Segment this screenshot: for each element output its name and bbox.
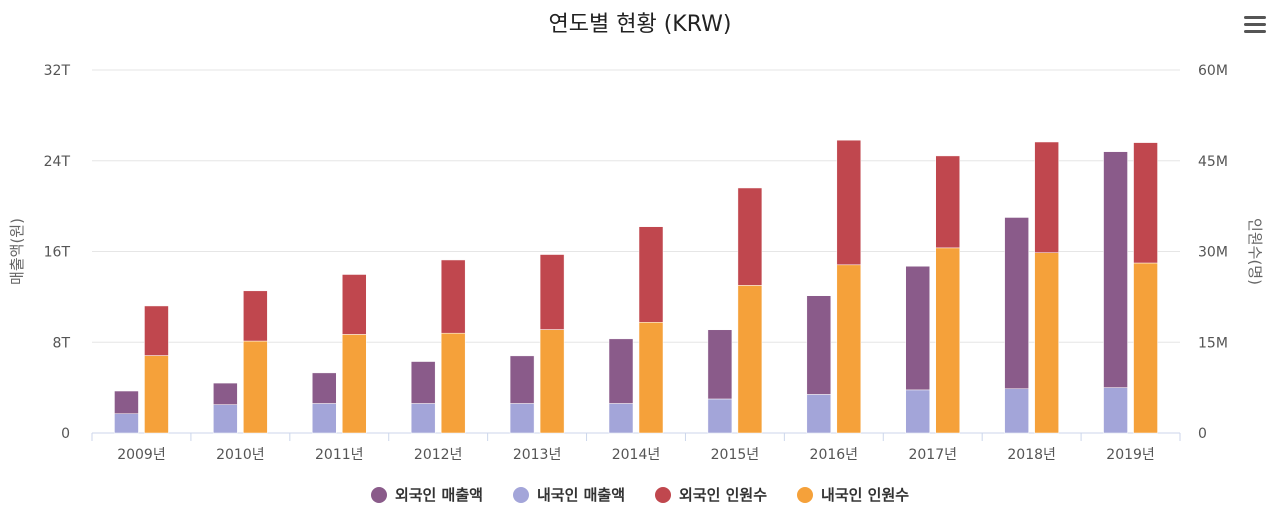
chart-legend: 외국인 매출액 내국인 매출액 외국인 인원수 내국인 인원수 <box>0 484 1280 505</box>
bar-foreign-visitors <box>836 139 862 266</box>
x-tick-label: 2010년 <box>216 447 265 463</box>
legend-label: 내국인 인원수 <box>821 486 910 504</box>
bar-foreign-sales <box>707 329 733 400</box>
bar-domestic-sales <box>707 398 733 434</box>
legend-item[interactable]: 내국인 인원수 <box>797 484 909 505</box>
x-tick-label: 2009년 <box>117 447 166 463</box>
bar-domestic-visitors <box>539 329 565 434</box>
menu-icon-bar <box>1244 30 1266 33</box>
y-right-tick-label: 60M <box>1198 63 1228 79</box>
bar-foreign-visitors <box>1034 141 1059 253</box>
chart-title: 연도별 현황 (KRW) <box>548 12 732 37</box>
y-right-tick-label: 45M <box>1198 154 1228 170</box>
bar-domestic-sales <box>1004 388 1029 434</box>
bar-domestic-visitors <box>1034 252 1059 434</box>
bar-foreign-visitors <box>440 259 466 334</box>
x-tick-label: 2017년 <box>908 447 957 463</box>
bar-domestic-sales <box>905 389 930 434</box>
bar-domestic-visitors <box>144 355 169 434</box>
bar-domestic-sales <box>509 403 535 434</box>
bar-foreign-sales <box>1004 217 1029 390</box>
x-tick-label: 2019년 <box>1106 447 1155 463</box>
y-left-tick-label: 0 <box>61 426 70 442</box>
legend-marker-icon <box>655 486 671 503</box>
bar-domestic-visitors <box>638 322 664 434</box>
legend-marker-icon <box>512 486 529 503</box>
bar-foreign-visitors <box>638 226 664 323</box>
y-left-axis-title: 매출액(원) <box>8 218 26 285</box>
menu-icon-bar <box>1244 16 1266 19</box>
bar-domestic-visitors <box>1133 262 1158 434</box>
bar-chart: 0 0 8T 15M 16T 30M 24T 45M 32T 60M 매출액(원) 인원수(명) 200… <box>8 63 1264 463</box>
bar-foreign-sales <box>1103 151 1128 388</box>
legend-marker-icon <box>370 486 387 503</box>
legend-marker-icon <box>797 486 814 503</box>
bar-foreign-sales <box>509 355 535 404</box>
bar-foreign-sales <box>806 295 832 395</box>
legend-item[interactable]: 외국인 인원수 <box>655 484 767 505</box>
x-tick-label: 2016년 <box>810 447 859 463</box>
y-right-tick-label: 0 <box>1198 426 1207 442</box>
chart-menu-button[interactable] <box>1244 16 1266 36</box>
bar-foreign-visitors <box>539 254 565 330</box>
bar-domestic-sales <box>1103 387 1128 434</box>
legend-label: 내국인 매출액 <box>536 486 625 504</box>
bar-foreign-sales <box>312 372 337 404</box>
y-left-tick-label: 8T <box>53 335 71 351</box>
legend-label: 외국인 매출액 <box>394 486 483 504</box>
bar-domestic-sales <box>114 413 139 434</box>
bar-domestic-visitors <box>243 340 268 434</box>
x-tick-label: 2012년 <box>414 447 463 463</box>
bar-domestic-sales <box>213 404 238 434</box>
legend-item[interactable]: 외국인 매출액 <box>370 484 483 505</box>
x-tick-label: 2015년 <box>711 447 760 463</box>
bar-foreign-sales <box>410 361 436 404</box>
y-right-tick-label: 30M <box>1198 245 1228 261</box>
bar-foreign-visitors <box>243 290 268 342</box>
bar-domestic-visitors <box>342 334 367 434</box>
bar-foreign-visitors <box>144 305 169 356</box>
bar-foreign-visitors <box>342 274 367 335</box>
legend-label: 외국인 인원수 <box>679 486 768 504</box>
bar-domestic-sales <box>806 394 832 434</box>
bar-domestic-visitors <box>836 264 862 434</box>
bar-domestic-sales <box>410 403 436 434</box>
y-right-axis-title: 인원수(명) <box>1246 218 1264 285</box>
bar-foreign-visitors <box>1133 142 1158 264</box>
menu-icon-bar <box>1244 23 1266 26</box>
bar-foreign-sales <box>608 338 634 404</box>
y-left-tick-label: 16T <box>44 245 71 261</box>
y-right-tick-label: 15M <box>1198 335 1228 351</box>
bar-foreign-sales <box>114 390 139 414</box>
bar-domestic-visitors <box>737 285 763 434</box>
y-left-tick-label: 24T <box>44 154 71 170</box>
y-left-tick-label: 32T <box>44 63 71 79</box>
x-tick-label: 2014년 <box>612 447 661 463</box>
bar-domestic-sales <box>608 403 634 434</box>
bar-domestic-sales <box>312 403 337 434</box>
x-tick-label: 2018년 <box>1007 447 1056 463</box>
x-tick-label: 2011년 <box>315 447 364 463</box>
bar-foreign-visitors <box>935 155 960 249</box>
bar-foreign-sales <box>213 382 238 405</box>
bar-foreign-visitors <box>737 187 763 286</box>
x-tick-label: 2013년 <box>513 447 562 463</box>
bar-domestic-visitors <box>440 332 466 434</box>
legend-item[interactable]: 내국인 매출액 <box>512 484 625 505</box>
bar-foreign-sales <box>905 265 930 391</box>
bar-domestic-visitors <box>935 247 960 434</box>
